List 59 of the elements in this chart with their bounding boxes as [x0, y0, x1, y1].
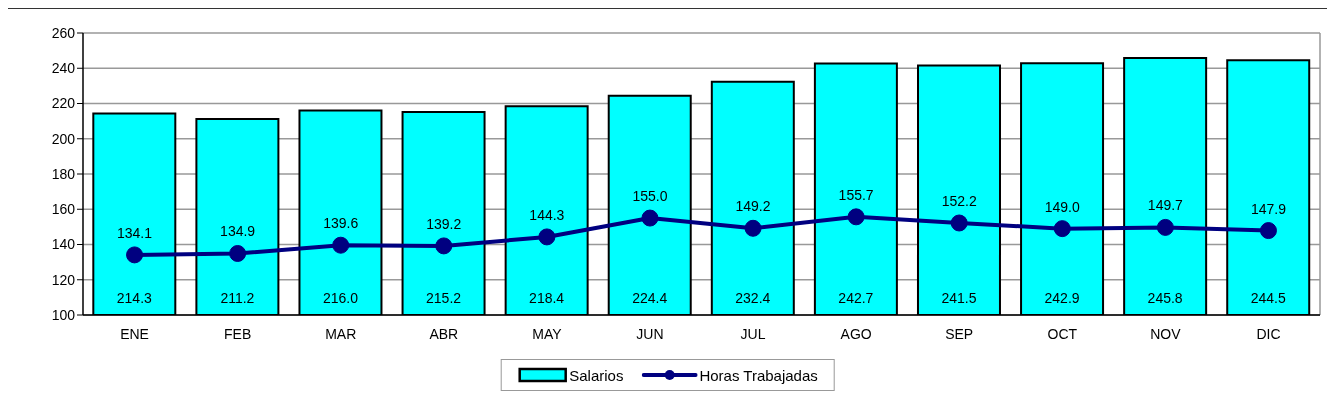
y-tick-label: 160 — [51, 201, 76, 218]
data-label: 244.5 — [1250, 290, 1286, 306]
y-tick-label: 220 — [51, 95, 76, 112]
y-tick-label: 140 — [51, 236, 76, 253]
point — [1156, 218, 1174, 236]
data-label: 214.3 — [116, 290, 153, 306]
data-label: 211.2 — [220, 290, 255, 306]
x-tick-label: NOV — [1150, 325, 1182, 342]
data-label: 149.0 — [1044, 198, 1081, 215]
point — [538, 228, 556, 246]
x-tick-label: DIC — [1256, 325, 1281, 342]
x-tick-label: MAR — [325, 325, 357, 342]
x-tick-label: OCT — [1047, 325, 1078, 342]
data-label: 242.7 — [838, 290, 874, 306]
data-label: 149.2 — [735, 198, 771, 215]
data-label: 149.7 — [1147, 197, 1184, 214]
data-label: 215.2 — [426, 290, 462, 306]
point — [126, 246, 144, 264]
x-tick-label: SEP — [945, 325, 974, 342]
y-tick-label: 120 — [51, 271, 76, 288]
data-label: 134.9 — [220, 223, 256, 240]
x-tick-label: JUN — [636, 325, 664, 342]
point — [229, 244, 247, 262]
y-tick-label: 100 — [51, 306, 76, 323]
legend-label: Salarios — [569, 366, 624, 384]
data-label: 139.2 — [426, 215, 462, 232]
x-tick-label: AGO — [840, 325, 872, 342]
x-tick-label: ENE — [120, 325, 149, 342]
data-label: 139.6 — [323, 215, 359, 232]
point — [847, 208, 865, 226]
data-label: 242.9 — [1044, 290, 1080, 306]
x-tick-label: ABR — [429, 325, 459, 342]
data-label: 232.4 — [735, 290, 771, 306]
point — [1053, 220, 1071, 238]
x-tick-label: JUL — [740, 325, 766, 342]
point — [950, 214, 968, 232]
data-label: 155.0 — [632, 188, 668, 205]
data-label: 245.8 — [1147, 290, 1183, 306]
data-label: 152.2 — [941, 193, 977, 209]
y-tick-label: 180 — [51, 165, 76, 182]
data-label: 155.7 — [838, 186, 874, 203]
x-tick-label: MAY — [532, 325, 563, 342]
point — [332, 236, 350, 254]
point — [435, 237, 453, 255]
legend-label: Horas Trabajadas — [699, 366, 818, 384]
data-label: 224.4 — [632, 290, 668, 306]
point — [1259, 222, 1277, 240]
point — [641, 209, 659, 227]
x-tick-label: FEB — [224, 325, 252, 342]
point — [744, 219, 762, 237]
data-label: 241.5 — [941, 290, 977, 306]
data-label: 216.0 — [322, 290, 359, 306]
data-label: 147.9 — [1250, 200, 1287, 217]
y-tick-label: 260 — [51, 24, 76, 41]
y-tick-label: 200 — [51, 130, 76, 147]
data-label: 134.1 — [117, 224, 153, 241]
data-label: 218.4 — [529, 290, 565, 306]
data-label: 144.3 — [529, 206, 565, 223]
y-tick-label: 240 — [51, 60, 76, 77]
